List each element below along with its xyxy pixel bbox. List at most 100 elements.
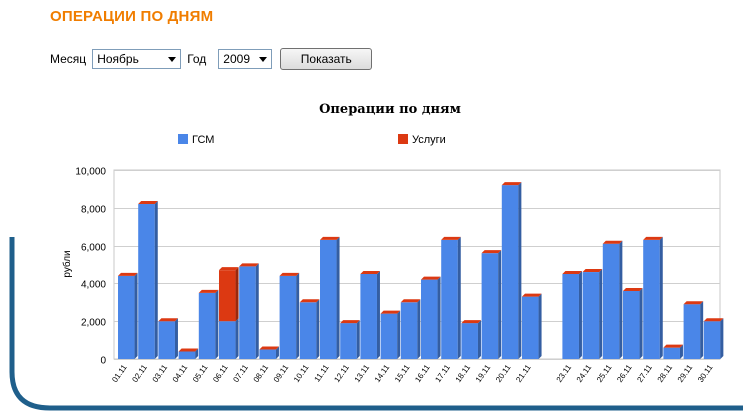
bar-gsm [158,321,175,359]
x-tick-label: 25.11 [595,363,614,385]
bar-side [477,320,481,359]
bar-side [538,293,542,359]
x-tick-label: 11.11 [313,363,331,384]
bar-gsm [299,302,317,359]
bar-gsm [138,204,155,359]
bar-gsm [643,239,660,359]
y-tick-label: 4,000 [81,280,106,291]
bar-side [296,272,300,359]
bar-top [663,344,683,348]
bar-gsm [279,275,297,359]
y-tick-label: 10,000 [75,167,106,178]
bar-top [279,272,300,276]
bar-side [599,269,603,359]
legend-label: ГСМ [192,134,214,146]
chart-x-axis: 01.11 02.11 03.11 04.11 05.11 06.11 07.11 08.11… [110,363,715,385]
bar-side [356,320,360,359]
bar-top [623,287,643,291]
bar-top [441,236,461,240]
chevron-down-icon[interactable] [255,50,271,68]
bar-top [239,263,259,267]
x-tick-label: 29.11 [676,363,695,385]
bar-gsm [421,279,438,359]
bar-gsm [219,321,236,359]
bar-top [138,201,158,205]
x-tick-label: 28.11 [656,363,675,385]
bar-side [639,287,643,359]
bar-side [215,289,219,359]
bar-gsm [360,273,377,359]
bar-gsm [400,302,418,359]
bar-side [154,201,158,359]
x-tick-label: 14.11 [373,363,392,385]
x-tick-label: 10.11 [292,363,311,385]
bar-side [336,236,340,359]
bar-gsm [522,296,539,359]
month-select[interactable]: Ноябрь [92,49,182,69]
year-label: Год [187,52,207,66]
bar-side [235,267,239,322]
y-tick-label: 0 [100,356,106,367]
bar-gsm [320,239,337,359]
bar-gsm [623,290,640,359]
x-tick-label: 20.11 [494,363,513,385]
bar-top [501,182,522,186]
bar-gsm [663,347,680,359]
bar-top [562,270,582,274]
x-tick-label: 15.11 [393,363,412,385]
bar-top [320,236,340,240]
bar-side [195,348,199,359]
bar-gsm [582,272,600,359]
bar-top [683,301,704,305]
chevron-down-icon[interactable] [164,50,180,68]
bar-gsm [340,323,357,359]
month-select-value: Ноябрь [97,52,139,66]
bar-side [498,250,502,359]
bar-top [118,272,138,276]
bar-gsm [380,313,398,359]
bar-top [299,299,320,303]
y-tick-label: 6,000 [81,243,106,254]
bar-gsm [461,323,478,359]
legend-swatch [398,134,408,144]
chart-bars [118,182,724,359]
bar-top [461,320,481,324]
bar-gsm [198,292,216,359]
x-tick-label: 02.11 [130,363,149,385]
bar-side [457,236,461,359]
legend-swatch [178,134,188,144]
year-select[interactable]: 2009 [218,49,273,69]
x-tick-label: 08.11 [252,363,271,385]
bar-side [578,270,582,359]
bar-gsm [501,185,519,359]
x-tick-label: 23.11 [555,363,574,385]
bar-side [619,240,623,359]
bar-top [340,320,360,324]
x-tick-label: 19.11 [474,363,493,385]
bar-side [397,310,401,359]
x-tick-label: 30.11 [696,363,715,385]
x-tick-label: 12.11 [332,363,351,385]
x-tick-label: 07.11 [231,363,250,385]
show-button[interactable]: Показать [280,48,373,70]
x-tick-label: 18.11 [454,363,473,385]
bar-side [720,318,724,359]
x-tick-label: 13.11 [353,363,372,385]
bar-side [235,318,239,359]
x-tick-label: 03.11 [151,363,170,385]
bar-gsm [441,239,458,359]
bar-gsm [178,351,196,359]
page-title: ОПЕРАЦИИ ПО ДНЯМ [50,8,214,25]
x-tick-label: 06.11 [211,363,230,385]
x-tick-label: 01.11 [110,363,129,385]
bar-gsm [259,349,276,359]
bar-gsm [239,266,256,359]
bar-top [178,348,199,352]
bar-side [275,346,279,359]
x-tick-label: 04.11 [171,363,190,385]
y-tick-label: 2,000 [81,318,106,329]
bar-side [679,344,683,359]
bar-gsm [703,321,721,359]
bar-top [400,299,421,303]
